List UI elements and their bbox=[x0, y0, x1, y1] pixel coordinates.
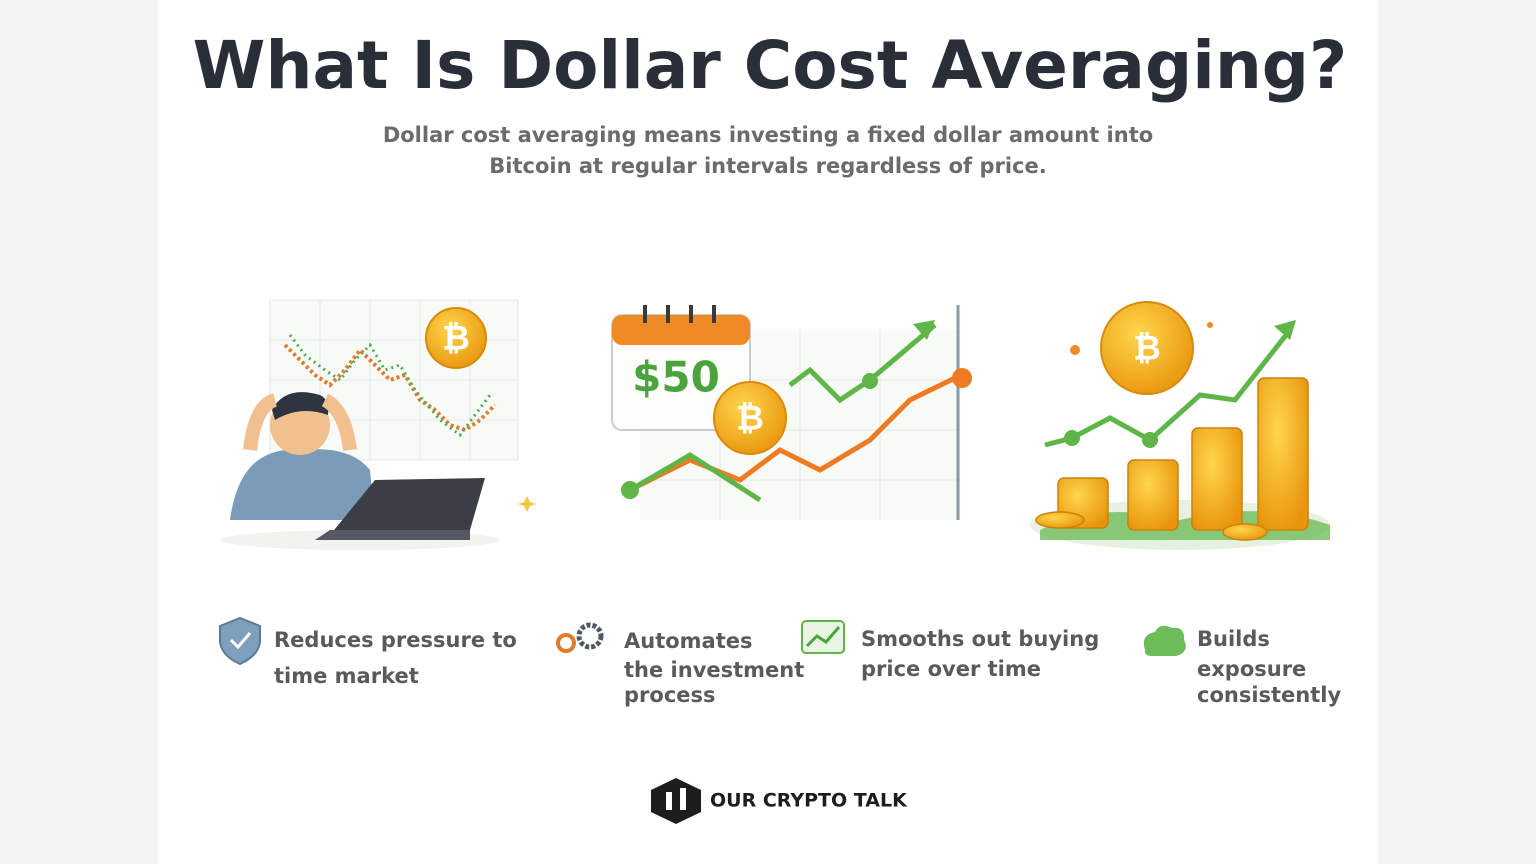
benefit-text-line: Builds bbox=[1197, 627, 1270, 651]
chart-icon-line bbox=[805, 626, 841, 648]
subtitle-line: Bitcoin at regular intervals regardless … bbox=[489, 154, 1046, 178]
benefit-item: Smooths out buying price over time bbox=[861, 627, 1099, 681]
gear-icon-small bbox=[556, 633, 576, 653]
benefit-text-line: Automates bbox=[624, 629, 753, 653]
growth-icon bbox=[1143, 625, 1186, 656]
subtitle: Dollar cost averaging means investing a … bbox=[383, 123, 1153, 178]
svg-text:₿: ₿ bbox=[442, 319, 470, 359]
benefits: Reduces pressure to time market Automates t… bbox=[219, 616, 1341, 707]
benefit-text-line: exposure bbox=[1197, 657, 1306, 681]
benefit-text-line: price over time bbox=[861, 657, 1041, 681]
shield-check bbox=[229, 632, 252, 650]
benefit-text-line: the investment bbox=[624, 658, 804, 682]
illustration-calendar-growth: $50 ₿ bbox=[611, 305, 972, 520]
illustration-coin-stacks: ₿ bbox=[1030, 301, 1330, 550]
benefit-text-line: Reduces pressure to bbox=[274, 628, 517, 652]
svg-text:₿: ₿ bbox=[736, 399, 764, 439]
gear-icon bbox=[576, 622, 604, 650]
brand-name: OUR CRYPTO TALK bbox=[710, 790, 908, 812]
benefit-text-line: consistently bbox=[1197, 683, 1341, 707]
benefit-item: Reduces pressure to time market bbox=[274, 628, 517, 688]
calendar-amount: $50 bbox=[632, 353, 720, 402]
benefit-text-line: process bbox=[624, 683, 716, 707]
benefit-text-line: time market bbox=[274, 664, 419, 688]
chart-icon bbox=[801, 620, 845, 654]
subtitle-line: Dollar cost averaging means investing a … bbox=[383, 123, 1153, 147]
title: What Is Dollar Cost Averaging? bbox=[193, 27, 1348, 104]
benefit-text-line: Smooths out buying bbox=[861, 627, 1099, 651]
illustration-worried-trader: ₿ bbox=[220, 299, 536, 550]
brand-logo bbox=[651, 778, 701, 824]
shield-icon bbox=[219, 616, 261, 666]
svg-text:₿: ₿ bbox=[1133, 329, 1161, 369]
